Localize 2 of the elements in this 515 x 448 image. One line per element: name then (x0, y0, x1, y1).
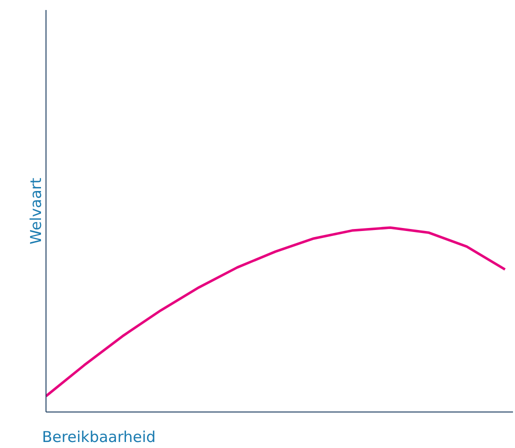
x-axis-title: Bereikbaarheid (42, 428, 156, 446)
y-axis-title: Welvaart (27, 178, 45, 244)
